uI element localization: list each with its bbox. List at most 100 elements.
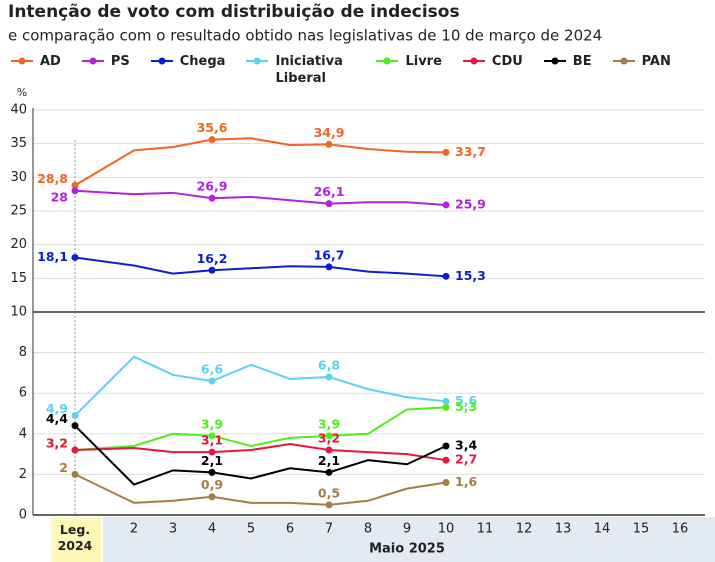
point (71, 412, 79, 420)
point (325, 200, 333, 208)
legend-swatch (11, 57, 33, 65)
data-label: 25,9 (455, 196, 486, 211)
legend-dot (158, 57, 166, 65)
point (71, 422, 79, 430)
x-tick-label: 3 (169, 522, 177, 537)
data-label: 2,1 (201, 453, 223, 468)
x-tick-label: 7 (325, 522, 333, 537)
x-tick-label: 12 (516, 522, 533, 537)
data-label: 16,2 (197, 251, 228, 266)
legend-item: CDU (462, 53, 523, 70)
x-tick-label: 13 (555, 522, 572, 537)
legend-dot (253, 57, 261, 65)
point (325, 373, 333, 381)
data-label: 0,5 (318, 485, 340, 500)
data-label: 33,7 (455, 144, 486, 159)
x-tick-label: 16 (672, 522, 689, 537)
y2-tick-label: 0 (19, 508, 27, 523)
y-tick-label: 40 (10, 103, 27, 118)
data-label: 3,9 (201, 416, 223, 431)
x-tick-label: 15 (633, 522, 650, 537)
data-label: 3,2 (318, 431, 340, 446)
legend-label: PAN (641, 54, 671, 69)
x-tick-label: 6 (286, 522, 294, 537)
x-tick-label: 2 (130, 522, 138, 537)
point (71, 187, 79, 195)
data-label: 3,1 (201, 433, 223, 448)
y-tick-label: 20 (10, 237, 27, 252)
point (442, 456, 450, 464)
point (442, 397, 450, 405)
legend-label: BE (572, 54, 592, 69)
legend-label: CDU (491, 54, 523, 69)
x-tick-label: 11 (477, 522, 494, 537)
point (325, 263, 333, 271)
series-line (74, 189, 447, 206)
y2-tick-label: 6 (19, 386, 27, 401)
legend-label: PS (110, 54, 130, 69)
point (208, 136, 216, 144)
data-label: 16,7 (314, 247, 345, 262)
y-tick-label: 35 (10, 136, 27, 151)
chart-subtitle: e comparação com o resultado obtido nas … (8, 27, 602, 45)
legend-swatch (376, 57, 399, 65)
point (442, 148, 450, 156)
point (71, 181, 79, 189)
legend-item: AD (10, 53, 61, 70)
point (325, 446, 333, 454)
series-line (74, 442, 447, 462)
x-tick-label: 5 (247, 522, 255, 537)
data-label: 3,2 (46, 436, 68, 451)
x-tick-label: 14 (594, 522, 611, 537)
data-label: 3,2 (46, 436, 68, 451)
data-label: 6,8 (318, 357, 340, 372)
point (325, 432, 333, 440)
leg-band (51, 517, 101, 562)
legend-label: Livre (405, 54, 442, 69)
data-label: 4,9 (46, 401, 68, 416)
data-label: 5,3 (455, 399, 477, 414)
y2-tick-label: 4 (19, 426, 27, 441)
legend-swatch (462, 57, 485, 65)
point (208, 194, 216, 202)
data-label: 3,9 (318, 416, 340, 431)
point (325, 501, 333, 509)
point (71, 446, 79, 454)
legend-item: PAN (612, 53, 671, 70)
legend-label: Iniciativa Liberal (275, 54, 343, 86)
legend-dot (18, 57, 26, 65)
point (442, 442, 450, 450)
month-band (103, 517, 715, 562)
x-tick-label: Leg. 2024 (57, 522, 93, 553)
x-tick-label: 10 (438, 522, 455, 537)
legend-dot (551, 57, 559, 65)
legend-swatch (543, 57, 566, 65)
y-tick-label: 15 (10, 271, 27, 286)
x-group-label: Maio 2025 (369, 542, 445, 557)
legend-item: PS (81, 53, 130, 70)
legend: AD PS Chega Iniciativa Liberal Livre CDU BE PAN (10, 53, 691, 87)
data-label: 2,7 (455, 452, 477, 467)
point (325, 140, 333, 148)
series-line (74, 406, 447, 452)
series-line (74, 355, 447, 417)
point (208, 493, 216, 501)
legend-swatch (81, 57, 104, 65)
point (71, 253, 79, 261)
data-label: 3,4 (455, 437, 477, 452)
data-label: 6,6 (201, 362, 223, 377)
point (442, 403, 450, 411)
legend-label: Chega (179, 54, 226, 69)
x-tick-label: 8 (364, 522, 372, 537)
legend-item: Iniciativa Liberal (245, 53, 355, 87)
y-tick-label: 10 (10, 305, 27, 320)
legend-swatch (246, 57, 269, 65)
data-label: 5,6 (455, 393, 477, 408)
data-label: 35,6 (197, 120, 228, 135)
data-label: 28,8 (37, 171, 68, 186)
data-label: 2 (59, 460, 68, 475)
point (71, 470, 79, 478)
y2-tick-label: 8 (19, 345, 27, 360)
point (208, 448, 216, 456)
